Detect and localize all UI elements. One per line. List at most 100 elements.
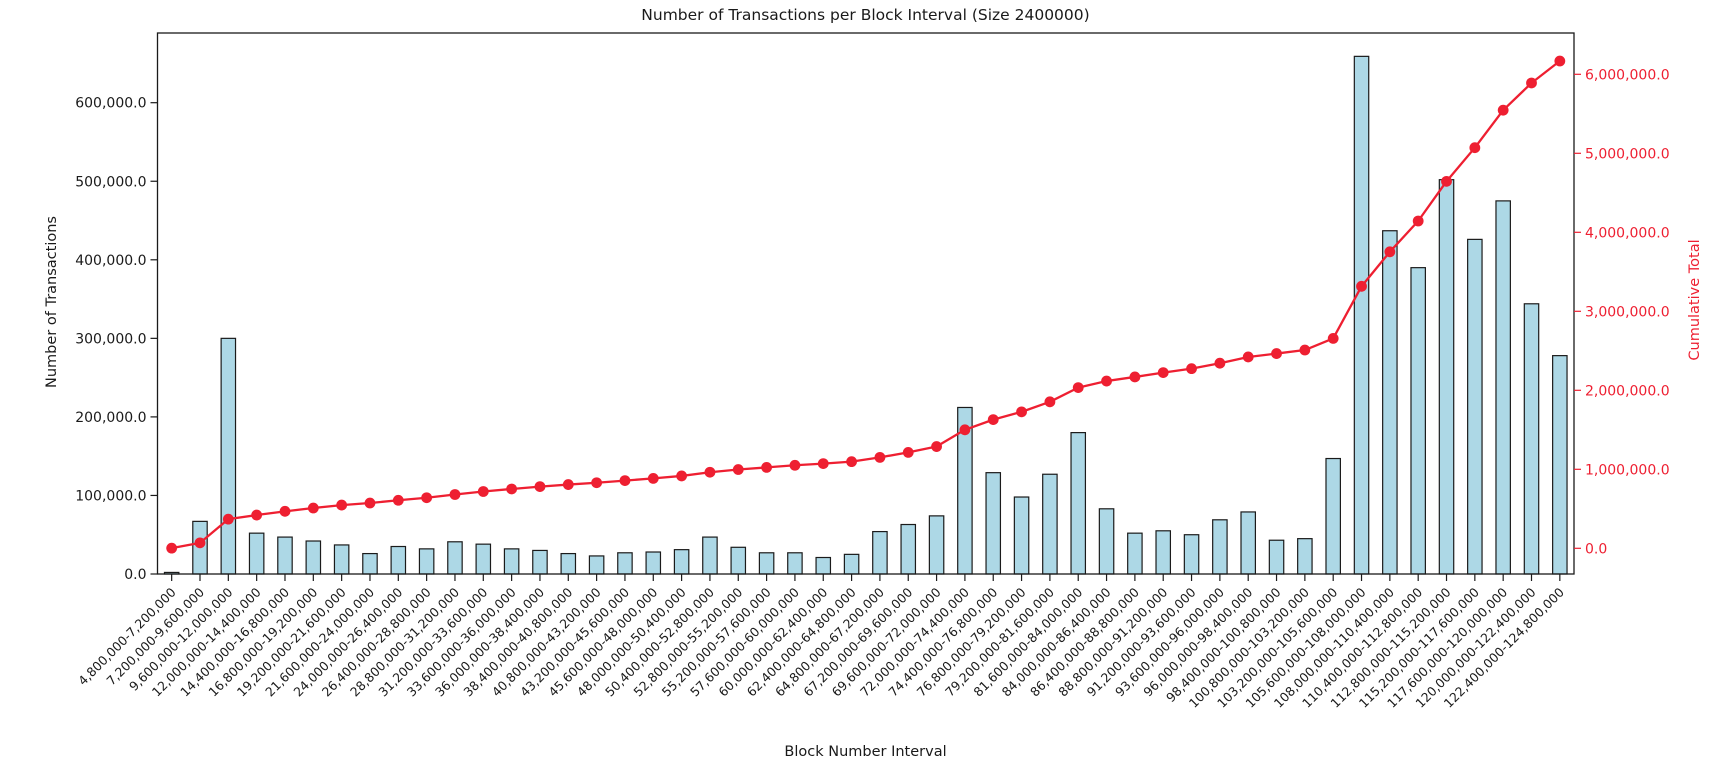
bar-5 bbox=[305, 540, 322, 575]
cumulative-point-17 bbox=[647, 472, 659, 484]
cumulative-point-23 bbox=[817, 458, 829, 470]
bar-7 bbox=[362, 552, 378, 575]
cumulative-point-30 bbox=[1016, 406, 1027, 418]
bar-29 bbox=[985, 472, 1002, 575]
left-tick-label: 100,000.0 bbox=[75, 488, 146, 504]
cumulative-point-16 bbox=[619, 475, 631, 486]
right-tick-label: 2,000,000.0 bbox=[1585, 383, 1670, 399]
bar-48 bbox=[1523, 303, 1540, 575]
bar-13 bbox=[532, 549, 548, 575]
y-axis-label-left: Number of Transactions bbox=[44, 216, 60, 388]
cumulative-point-42 bbox=[1356, 280, 1367, 292]
bar-15 bbox=[588, 555, 605, 575]
cumulative-point-8 bbox=[392, 494, 404, 506]
cumulative-point-14 bbox=[562, 479, 574, 490]
bar-40 bbox=[1297, 538, 1313, 575]
cumulative-point-21 bbox=[761, 462, 772, 473]
cumulative-point-12 bbox=[506, 483, 518, 495]
cumulative-point-2 bbox=[222, 513, 234, 525]
left-tick-label: 400,000.0 bbox=[75, 253, 146, 269]
right-tick-label: 6,000,000.0 bbox=[1585, 67, 1670, 83]
bar-17 bbox=[645, 551, 662, 575]
bar-27 bbox=[928, 515, 945, 575]
bar-12 bbox=[503, 548, 520, 575]
bar-3 bbox=[248, 532, 265, 575]
bar-30 bbox=[1013, 496, 1030, 575]
cumulative-point-9 bbox=[421, 492, 433, 504]
bar-11 bbox=[475, 543, 492, 575]
bar-25 bbox=[872, 530, 888, 575]
bar-9 bbox=[418, 548, 435, 575]
cumulative-point-25 bbox=[874, 451, 886, 463]
cumulative-line bbox=[171, 60, 1561, 550]
bar-32 bbox=[1070, 432, 1087, 575]
cumulative-point-22 bbox=[789, 459, 801, 471]
left-tick-label: 200,000.0 bbox=[75, 410, 146, 426]
bar-16 bbox=[617, 552, 633, 575]
cumulative-point-35 bbox=[1157, 367, 1169, 379]
cumulative-point-20 bbox=[732, 464, 744, 475]
bar-39 bbox=[1268, 539, 1285, 575]
bar-42 bbox=[1353, 55, 1370, 575]
right-tick-label: 3,000,000.0 bbox=[1585, 304, 1670, 320]
bar-4 bbox=[277, 536, 293, 575]
cumulative-point-49 bbox=[1554, 55, 1566, 67]
bar-19 bbox=[702, 536, 718, 575]
bar-26 bbox=[900, 523, 917, 575]
bar-21 bbox=[758, 552, 775, 575]
cumulative-point-41 bbox=[1327, 332, 1339, 344]
bar-33 bbox=[1098, 508, 1115, 575]
bar-14 bbox=[560, 552, 577, 575]
cumulative-point-29 bbox=[987, 414, 999, 426]
cumulative-point-11 bbox=[477, 486, 489, 497]
y-axis-label-right: Cumulative Total bbox=[1687, 239, 1703, 361]
cumulative-point-32 bbox=[1072, 382, 1084, 394]
left-tick-label: 500,000.0 bbox=[75, 174, 146, 190]
cumulative-point-45 bbox=[1441, 175, 1452, 187]
bar-2 bbox=[220, 337, 237, 575]
right-tick-label: 1,000,000.0 bbox=[1585, 462, 1670, 478]
cumulative-point-33 bbox=[1101, 375, 1112, 387]
cumulative-point-39 bbox=[1271, 348, 1282, 359]
cumulative-point-7 bbox=[364, 497, 376, 509]
cumulative-point-36 bbox=[1186, 363, 1197, 375]
bar-44 bbox=[1410, 267, 1426, 575]
bar-45 bbox=[1438, 179, 1455, 575]
cumulative-point-19 bbox=[704, 466, 716, 478]
cumulative-point-26 bbox=[902, 446, 914, 458]
bar-38 bbox=[1240, 511, 1257, 575]
cumulative-point-40 bbox=[1299, 344, 1311, 356]
cumulative-point-27 bbox=[931, 441, 942, 452]
cumulative-point-15 bbox=[591, 477, 603, 489]
cumulative-point-38 bbox=[1242, 351, 1254, 363]
cumulative-point-48 bbox=[1526, 77, 1537, 89]
left-tick-label: 600,000.0 bbox=[75, 96, 146, 112]
left-tick-label: 0.0 bbox=[124, 567, 146, 583]
cumulative-point-3 bbox=[251, 509, 263, 521]
bar-36 bbox=[1183, 534, 1200, 575]
bar-24 bbox=[843, 553, 860, 575]
bar-43 bbox=[1382, 230, 1398, 575]
bar-37 bbox=[1212, 519, 1228, 575]
bar-49 bbox=[1552, 355, 1568, 575]
axes-box bbox=[156, 32, 1575, 575]
cumulative-point-28 bbox=[959, 424, 971, 436]
bar-22 bbox=[787, 552, 803, 575]
bar-31 bbox=[1042, 473, 1058, 575]
cumulative-point-0 bbox=[166, 542, 178, 554]
right-tick-label: 4,000,000.0 bbox=[1585, 225, 1670, 241]
cumulative-point-31 bbox=[1044, 396, 1056, 408]
bar-8 bbox=[390, 545, 407, 575]
bar-18 bbox=[673, 549, 690, 575]
cumulative-point-18 bbox=[676, 470, 688, 482]
bar-41 bbox=[1325, 457, 1341, 575]
cumulative-point-43 bbox=[1384, 246, 1396, 258]
cumulative-point-10 bbox=[449, 489, 461, 500]
cumulative-point-4 bbox=[279, 505, 291, 517]
cumulative-point-44 bbox=[1412, 215, 1424, 227]
right-tick-label: 5,000,000.0 bbox=[1585, 146, 1670, 162]
bar-35 bbox=[1155, 530, 1172, 575]
cumulative-point-24 bbox=[846, 456, 857, 468]
right-tick-label: 0.0 bbox=[1585, 541, 1607, 557]
